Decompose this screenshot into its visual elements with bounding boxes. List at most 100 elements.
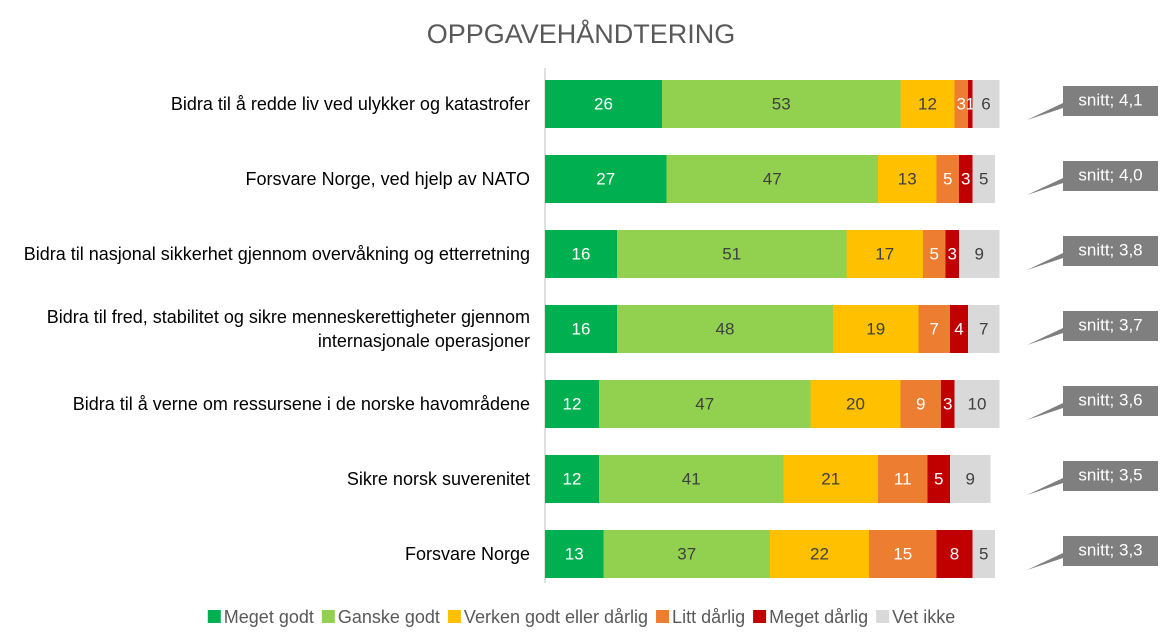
legend-swatch: [321, 610, 335, 623]
bar-segment: [545, 155, 667, 203]
value-label: 16: [572, 319, 591, 338]
value-label: 3: [943, 394, 952, 413]
bar-segment: [617, 305, 833, 353]
callout: [1027, 311, 1158, 345]
category-label: Sikre norsk suverenitet: [346, 469, 530, 489]
bar-segment: [599, 455, 784, 503]
value-label: 13: [565, 544, 584, 563]
value-label: 3: [957, 94, 966, 113]
value-label: 11: [894, 469, 912, 488]
bar-segment: [545, 230, 617, 278]
value-label: 7: [930, 319, 939, 338]
legend-swatch: [207, 610, 221, 623]
bar-segment: [936, 530, 973, 578]
value-label: 3: [948, 244, 957, 263]
category-label: Bidra til nasjonal sikkerhet gjennom ove…: [23, 244, 530, 264]
value-label: 9: [975, 244, 984, 263]
annotation: snitt; 4,0: [1078, 165, 1142, 184]
legend: Meget godt Ganske godt Verken godt eller d…: [207, 607, 955, 627]
bar-segment: [662, 80, 901, 128]
value-label: 37: [677, 544, 696, 563]
value-label: 15: [893, 544, 912, 563]
value-label: 17: [875, 244, 894, 263]
bar-segment: [945, 230, 959, 278]
bar-segment: [972, 155, 995, 203]
value-label: 3: [961, 169, 970, 188]
annotation: snitt; 4,1: [1078, 90, 1142, 109]
value-label: 51: [722, 244, 741, 263]
bar-segment: [666, 155, 878, 203]
bar-segment: [599, 380, 811, 428]
bar-segment: [900, 80, 955, 128]
bar-segment: [954, 80, 968, 128]
bar-segment: [869, 530, 937, 578]
bar-segment: [972, 80, 1000, 128]
value-label: 5: [934, 469, 943, 488]
value-label: 5: [943, 169, 952, 188]
annotation: snitt; 3,5: [1078, 465, 1142, 484]
value-label: 12: [918, 94, 937, 113]
callout: [1027, 236, 1158, 270]
bar-segment: [954, 380, 1000, 428]
value-label: 16: [572, 244, 591, 263]
bar-segment: [545, 80, 662, 128]
value-label: 12: [563, 469, 582, 488]
callout: [1027, 86, 1158, 120]
annotation: snitt; 3,6: [1078, 390, 1142, 409]
bar-segment: [923, 230, 946, 278]
legend-swatch: [447, 610, 461, 623]
value-label: 5: [930, 244, 939, 263]
bar-segment: [603, 530, 770, 578]
value-label: 9: [916, 394, 925, 413]
value-label: 1: [966, 94, 975, 113]
value-label: 26: [594, 94, 613, 113]
annotation: snitt; 3,8: [1078, 240, 1142, 259]
bar-segment: [878, 455, 928, 503]
value-label: 41: [682, 469, 701, 488]
chart-title: OPPGAVEHÅNDTERING: [427, 18, 736, 49]
value-label: 48: [716, 319, 735, 338]
bar-segment: [783, 455, 878, 503]
legend-label: Meget dårlig: [769, 607, 868, 627]
value-label: 6: [981, 94, 990, 113]
bar-segment: [545, 380, 599, 428]
value-label: 9: [966, 469, 975, 488]
callout: [1027, 461, 1158, 495]
value-label: 5: [979, 544, 988, 563]
bar-segment: [959, 155, 973, 203]
bar-segment: [968, 80, 973, 128]
bar-segment: [617, 230, 847, 278]
callout: [1027, 161, 1158, 195]
value-label: 8: [950, 544, 959, 563]
annotation: snitt; 3,7: [1078, 315, 1142, 334]
bar-segment: [900, 380, 941, 428]
legend-label: Meget godt: [224, 607, 314, 627]
category-label: Forsvare Norge: [404, 544, 530, 564]
legend-swatch: [753, 610, 767, 623]
value-label: 7: [979, 319, 988, 338]
legend-label: Ganske godt: [338, 607, 440, 627]
legend-label: Verken godt eller dårlig: [464, 607, 648, 627]
bar-segment: [950, 305, 968, 353]
bar-segment: [950, 455, 991, 503]
legend-swatch: [876, 610, 890, 623]
value-label: 22: [810, 544, 829, 563]
value-label: 27: [596, 169, 615, 188]
bar-segment: [972, 530, 995, 578]
bar-segment: [927, 455, 950, 503]
bar-segment: [833, 305, 919, 353]
callout: [1027, 386, 1158, 420]
value-label: 47: [695, 394, 714, 413]
value-label: 12: [563, 394, 582, 413]
category-label: Forsvare Norge, ved hjelp av NATO: [245, 169, 530, 189]
value-label: 53: [772, 94, 791, 113]
legend-label: Litt dårlig: [672, 607, 745, 627]
bar-segment: [545, 305, 617, 353]
category-label: Bidra til å redde liv ved ulykker og kat…: [170, 94, 530, 114]
bar-segment: [918, 305, 950, 353]
bar-segment: [810, 380, 901, 428]
bar-segment: [936, 155, 959, 203]
bar-segment: [968, 305, 1000, 353]
bar-segment: [770, 530, 869, 578]
